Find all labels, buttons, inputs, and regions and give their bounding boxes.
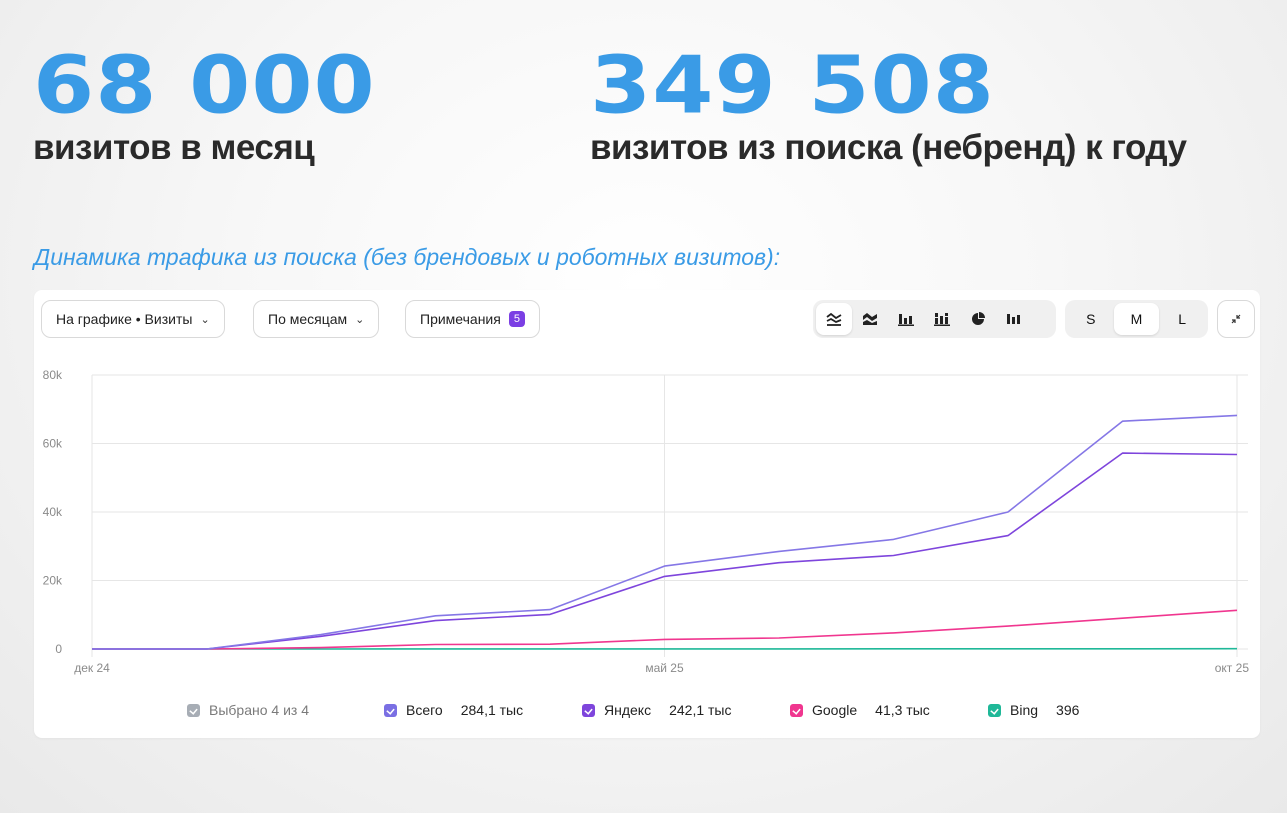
legend-item-total[interactable]: Всего 284,1 тыс [384, 702, 523, 718]
series-line-Яндекс [92, 452, 1238, 650]
x-tick-label: окт 25 [1215, 661, 1250, 675]
legend-selected-label: Выбрано 4 из 4 [209, 702, 309, 718]
checkbox-icon [988, 703, 1001, 717]
checkbox-icon [790, 703, 803, 717]
legend-item-name: Яндекс [604, 702, 652, 718]
checkbox-icon [384, 703, 397, 717]
line-chart: 0 20k 40k 60k 80k дек 24 май 25 окт 25 [43, 368, 1250, 675]
line-chart-icon[interactable] [816, 303, 852, 335]
stacked-bar-icon[interactable] [924, 303, 960, 335]
x-tick-label: дек 24 [74, 661, 110, 675]
x-tick-label: май 25 [645, 661, 684, 675]
y-tick-label: 80k [43, 368, 63, 382]
chart-card: На графике • Визиты ⌄ По месяцам ⌄ Приме… [34, 290, 1260, 738]
legend-item-yandex[interactable]: Яндекс 242,1 тыс [582, 702, 732, 718]
stat-yearly-search-visits: 349 508 визитов из поиска (небренд) к го… [590, 38, 1187, 168]
legend-item-value: 242,1 тыс [669, 702, 732, 718]
size-option-s[interactable]: S [1086, 311, 1096, 327]
chevron-down-icon: ⌄ [200, 313, 210, 326]
column-chart-icon[interactable] [996, 303, 1032, 335]
chart-subtitle: Динамика трафика из поиска (без брендовы… [34, 244, 781, 270]
legend-item-value: 41,3 тыс [875, 702, 930, 718]
chevron-down-icon: ⌄ [355, 313, 365, 326]
notes-button[interactable]: Примечания 5 [405, 300, 540, 338]
collapse-icon[interactable] [1217, 300, 1255, 338]
legend-item-google[interactable]: Google 41,3 тыс [790, 702, 930, 718]
bar-chart-icon[interactable] [888, 303, 924, 335]
metric-dropdown-label: На графике • Визиты [56, 311, 193, 327]
metric-dropdown[interactable]: На графике • Визиты ⌄ [41, 300, 225, 338]
y-tick-label: 60k [43, 437, 63, 451]
legend-item-name: Всего [406, 702, 443, 718]
size-switcher: S M L [1065, 300, 1208, 338]
legend-item-name: Bing [1010, 702, 1039, 718]
size-option-m[interactable]: M [1113, 303, 1160, 335]
notes-label: Примечания [420, 311, 501, 327]
notes-count-badge: 5 [508, 311, 525, 327]
y-tick-label: 40k [43, 505, 63, 519]
legend-item-bing[interactable]: Bing 396 [988, 702, 1079, 718]
checkbox-icon [187, 703, 200, 717]
chart-type-switcher [813, 300, 1056, 338]
stat-value: 349 508 [590, 38, 996, 132]
checkbox-icon [582, 703, 595, 717]
stat-caption: визитов из поиска (небренд) к году [590, 128, 1187, 167]
series-line-Google [92, 609, 1238, 650]
area-chart-icon[interactable] [852, 303, 888, 335]
period-dropdown[interactable]: По месяцам ⌄ [253, 300, 380, 338]
legend-item-value: 284,1 тыс [460, 702, 524, 718]
period-dropdown-label: По месяцам [268, 311, 348, 327]
legend-item-value: 396 [1056, 702, 1080, 718]
chart-legend: Выбрано 4 из 4 Всего 284,1 тыс Яндекс 24… [34, 702, 1260, 722]
stat-caption: визитов в месяц [33, 128, 315, 167]
legend-item-name: Google [812, 702, 858, 718]
series-line-Всего [92, 414, 1238, 650]
legend-select-all[interactable]: Выбрано 4 из 4 [187, 702, 309, 718]
stat-monthly-visits: 68 000 визитов в месяц [33, 46, 376, 168]
y-tick-label: 20k [43, 574, 63, 588]
y-tick-label: 0 [55, 642, 62, 656]
pie-chart-icon[interactable] [960, 303, 996, 335]
size-option-l[interactable]: L [1178, 311, 1187, 327]
stat-value: 68 000 [33, 38, 376, 132]
